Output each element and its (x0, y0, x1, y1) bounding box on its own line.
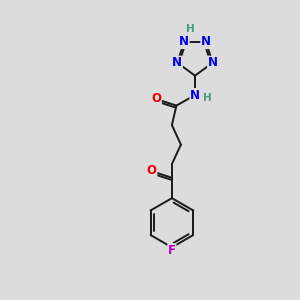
Text: H: H (186, 24, 195, 34)
Text: N: N (190, 88, 200, 102)
Text: N: N (179, 35, 189, 49)
Text: F: F (168, 244, 176, 257)
Text: N: N (208, 56, 218, 69)
Text: O: O (151, 92, 161, 105)
Text: N: N (172, 56, 182, 69)
Text: N: N (201, 35, 211, 49)
Text: O: O (147, 164, 157, 177)
Text: H: H (203, 93, 212, 103)
